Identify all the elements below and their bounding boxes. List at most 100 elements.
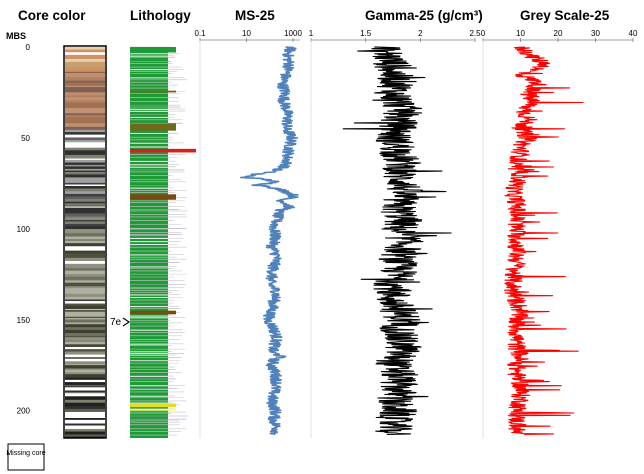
- core-color-band: [65, 322, 105, 325]
- core-color-band: [65, 425, 105, 430]
- core-color-band: [65, 351, 105, 355]
- missing-core-legend-label: Missing core: [6, 450, 45, 457]
- core-color-band: [65, 296, 105, 300]
- core-color-band: [65, 117, 105, 120]
- core-color-band: [65, 191, 105, 195]
- top-axis-tick-label: 30: [591, 29, 600, 38]
- core-color-band: [65, 119, 105, 121]
- core-color-band: [65, 218, 105, 221]
- core-color-band: [65, 237, 105, 240]
- core-color-band: [65, 158, 105, 161]
- core-color-band: [65, 279, 105, 282]
- top-axis-tick-label: 10: [242, 29, 251, 38]
- panel-title-ms25: MS-25: [235, 8, 275, 23]
- core-color-band: [65, 205, 105, 207]
- core-color-band: [65, 247, 105, 251]
- core-color-band: [65, 221, 105, 225]
- core-color-band: [65, 80, 105, 83]
- core-color-band: [65, 153, 105, 156]
- core-color-band: [65, 309, 105, 311]
- depth-tick-group: 0 50 100 150 200: [17, 43, 31, 416]
- core-color-band: [65, 293, 105, 298]
- core-color-band: [65, 52, 105, 56]
- core-color-band: [65, 67, 105, 69]
- core-color-band: [65, 316, 105, 319]
- core-color-band: [65, 310, 105, 312]
- core-color-band: [65, 354, 105, 358]
- core-color-band: [65, 231, 105, 234]
- lithology-layer: [130, 148, 196, 153]
- core-color-band: [65, 72, 105, 77]
- top-axis-tick-label: 1000: [284, 29, 302, 38]
- core-color-band: [65, 134, 105, 136]
- core-color-band: [65, 177, 105, 181]
- depth-tick-label: 100: [17, 225, 31, 234]
- core-color-band: [65, 164, 105, 167]
- lithology-layer: [130, 310, 176, 315]
- core-color-band: [65, 280, 105, 283]
- core-color-band: [65, 173, 105, 175]
- core-color-band: [65, 82, 105, 87]
- top-axis-tick-label: 10: [516, 29, 525, 38]
- core-color-band: [65, 105, 105, 109]
- core-color-band: [65, 143, 105, 148]
- core-color-band: [65, 246, 105, 249]
- core-color-band: [65, 318, 105, 320]
- depth-tick-label: 0: [26, 43, 31, 52]
- core-color-band: [65, 137, 105, 141]
- core-color-band: [65, 223, 105, 226]
- core-color-band: [65, 324, 105, 328]
- core-color-band: [65, 423, 105, 426]
- core-color-band: [65, 49, 105, 53]
- core-color-band: [65, 406, 105, 410]
- core-color-band: [65, 188, 105, 192]
- core-color-band: [65, 68, 105, 73]
- core-color-band: [65, 349, 105, 352]
- core-color-band: [65, 418, 105, 421]
- core-color-band: [65, 219, 105, 222]
- core-color-band: [65, 236, 105, 238]
- core-color-band: [65, 216, 105, 219]
- core-color-band: [65, 88, 105, 93]
- core-color-band: [65, 102, 105, 106]
- core-color-band: [65, 402, 105, 407]
- core-color-band: [65, 377, 105, 381]
- core-color-band: [65, 250, 105, 254]
- depth-tick-label: 50: [21, 134, 30, 143]
- core-color-band: [65, 290, 105, 295]
- core-color-band: [65, 374, 105, 379]
- core-color-band: [65, 124, 105, 128]
- core-color-band: [65, 203, 105, 206]
- annotation-7e-arrow: [122, 317, 131, 327]
- core-color-band: [65, 408, 105, 413]
- core-color-band: [65, 387, 105, 391]
- core-color-band: [65, 126, 105, 131]
- lithology-strip: [130, 46, 196, 438]
- panel-title-lithology: Lithology: [130, 8, 191, 23]
- lithology-layer: [130, 123, 176, 131]
- core-color-band: [65, 263, 105, 267]
- core-color-band: [65, 86, 105, 90]
- core-color-band: [65, 182, 105, 185]
- core-color-band: [65, 142, 105, 144]
- grey25-panel: 0 10 20 30 40: [481, 29, 638, 438]
- core-color-band: [65, 159, 105, 163]
- core-color-band: [65, 146, 105, 148]
- top-axis-tick-label: 0: [481, 29, 486, 38]
- core-color-band: [65, 154, 105, 159]
- depth-tick-label: 200: [17, 407, 31, 416]
- core-color-frame: [63, 45, 107, 439]
- core-color-band: [65, 261, 105, 265]
- core-color-band: [65, 196, 105, 200]
- core-color-band: [65, 346, 105, 350]
- core-color-band: [65, 327, 105, 331]
- core-color-band: [65, 268, 105, 271]
- core-color-band: [65, 206, 105, 208]
- top-axis-tick-label: 1: [309, 29, 314, 38]
- core-color-band: [65, 224, 105, 227]
- core-color-band: [65, 47, 105, 50]
- core-color-band: [65, 226, 105, 230]
- core-color-strip: [63, 45, 107, 439]
- core-color-band: [65, 345, 105, 348]
- core-color-band: [65, 193, 105, 197]
